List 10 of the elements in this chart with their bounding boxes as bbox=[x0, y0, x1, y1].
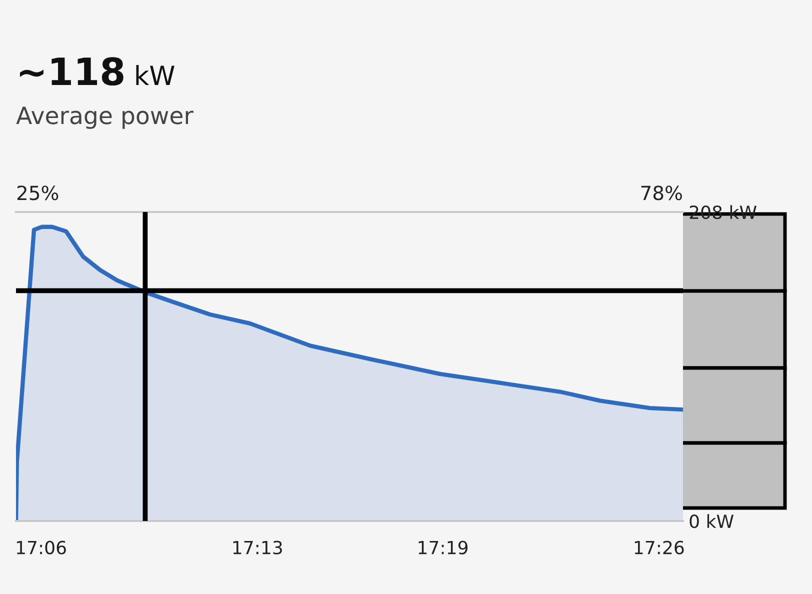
chart-subtitle: Average power bbox=[16, 106, 194, 129]
text: 78% bbox=[641, 186, 682, 200]
y-tick-label: 0 kW bbox=[690, 514, 734, 528]
x-tick-label: 17:19 bbox=[418, 540, 468, 554]
x-tick-label: 17:13 bbox=[233, 540, 282, 554]
chart-title: ~118 kW bbox=[20, 57, 174, 86]
x-tick-label: 17:26 bbox=[634, 540, 684, 554]
text: 25% bbox=[17, 186, 58, 200]
x-tick-label: 17:06 bbox=[16, 540, 66, 554]
y-tick-label: 208 kW bbox=[690, 205, 756, 220]
